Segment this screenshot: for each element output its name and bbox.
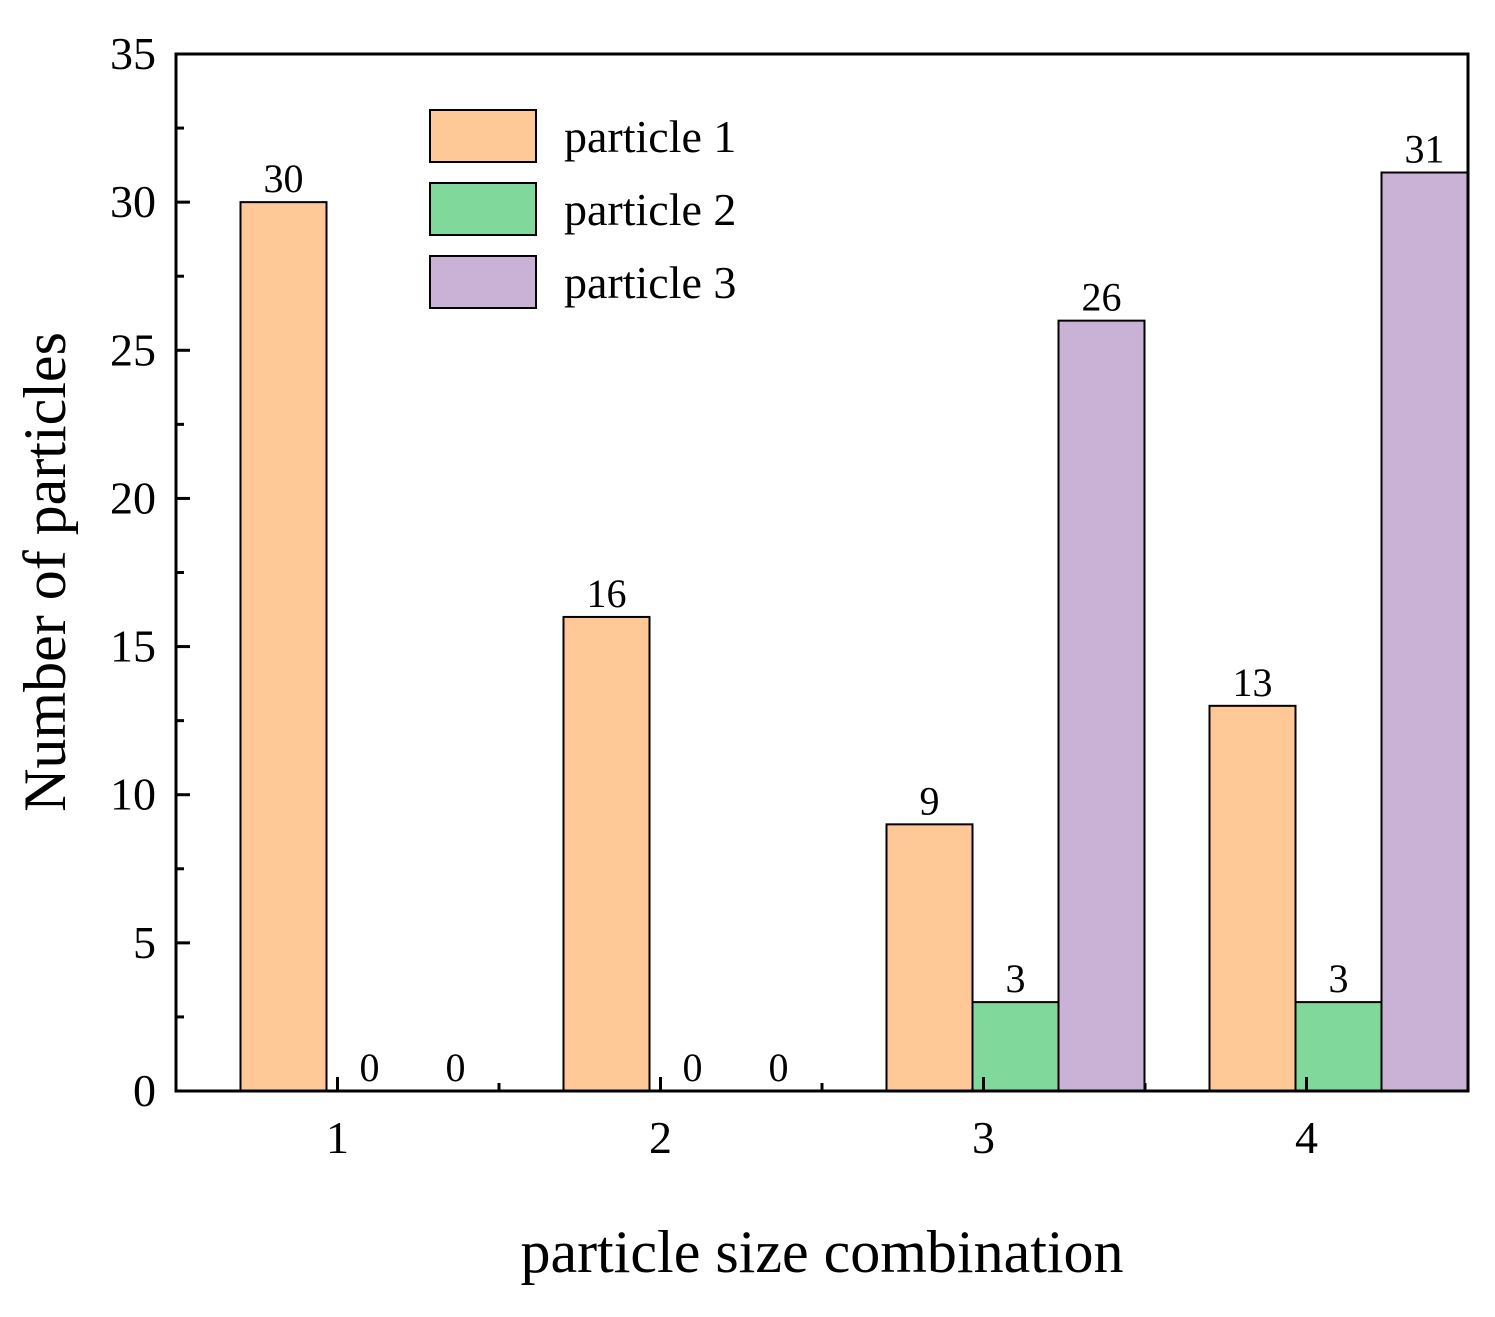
legend-swatch-particle-1	[429, 109, 537, 163]
y-tick-label: 35	[110, 28, 156, 79]
bar-particle-1-4	[1208, 704, 1297, 1092]
data-label: 26	[1082, 275, 1122, 320]
data-label: 3	[1006, 956, 1026, 1001]
data-label: 0	[446, 1045, 466, 1090]
legend-swatch-particle-2	[429, 182, 537, 236]
x-tick-label: 2	[649, 1112, 672, 1163]
y-tick-label: 5	[133, 917, 156, 968]
y-tick-label: 15	[110, 621, 156, 672]
data-label: 3	[1329, 956, 1349, 1001]
x-tick-label: 3	[972, 1112, 995, 1163]
bar-particle-3-3	[1057, 319, 1146, 1092]
bar-particle-1-1	[239, 201, 328, 1092]
y-tick-label: 30	[110, 176, 156, 227]
legend-label: particle 2	[564, 184, 736, 235]
legend-label: particle 1	[564, 111, 736, 162]
data-label: 30	[264, 156, 304, 201]
data-label: 0	[683, 1045, 703, 1090]
x-tick-label: 1	[326, 1112, 349, 1163]
data-label: 16	[587, 571, 627, 616]
y-tick-label: 0	[133, 1065, 156, 1116]
bar-particle-2-3	[971, 1001, 1060, 1092]
data-label: 0	[769, 1045, 789, 1090]
data-label: 0	[360, 1045, 380, 1090]
y-axis-title: Number of particles	[12, 332, 78, 812]
y-axis: 0 5 10 15 20 25 30 35	[110, 28, 190, 1116]
legend-label: particle 3	[564, 257, 736, 308]
y-tick-label: 10	[110, 769, 156, 820]
bar-particle-1-3	[885, 823, 974, 1092]
data-label: 13	[1233, 660, 1273, 705]
bar-particle-2-4	[1294, 1001, 1383, 1092]
x-axis: 1 2 3 4	[326, 1077, 1318, 1163]
legend-swatch-particle-3	[429, 255, 537, 309]
x-axis-title: particle size combination	[520, 1219, 1123, 1285]
y-tick-label: 25	[110, 324, 156, 375]
bar-particle-3-4	[1380, 171, 1469, 1092]
bar-particle-1-2	[562, 615, 651, 1092]
data-label: 31	[1405, 127, 1445, 172]
data-label: 9	[920, 778, 940, 823]
x-tick-label: 4	[1295, 1112, 1318, 1163]
legend: particle 1 particle 2 particle 3	[429, 109, 736, 309]
y-tick-label: 20	[110, 472, 156, 523]
